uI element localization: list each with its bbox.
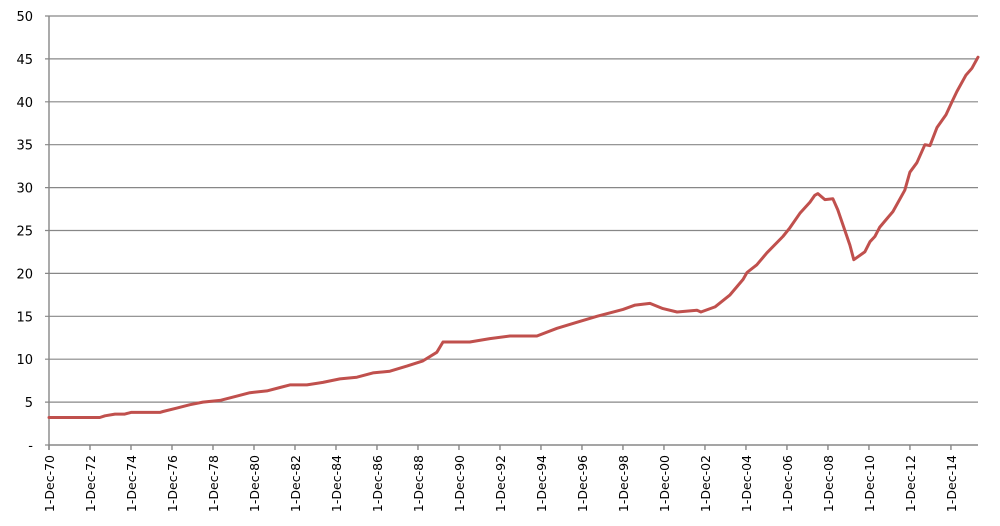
x-tick-label: 1-Dec-08 xyxy=(821,455,836,512)
y-tick-label: 45 xyxy=(16,53,33,68)
x-tick-label: 1-Dec-70 xyxy=(42,455,57,512)
x-axis-ticks xyxy=(48,445,952,450)
x-tick-label: 1-Dec-86 xyxy=(370,455,385,512)
x-tick-label: 1-Dec-06 xyxy=(780,455,795,512)
x-tick-label: 1-Dec-10 xyxy=(862,455,877,512)
x-tick-label: 1-Dec-72 xyxy=(83,455,98,512)
x-tick-label: 1-Dec-96 xyxy=(575,455,590,512)
x-tick-label: 1-Dec-88 xyxy=(411,455,426,512)
x-tick-label: 1-Dec-94 xyxy=(534,455,549,512)
x-tick-label: 1-Dec-12 xyxy=(903,455,918,512)
axes xyxy=(48,16,978,450)
y-tick-label: - xyxy=(28,439,33,454)
x-tick-label: 1-Dec-90 xyxy=(452,455,467,512)
x-tick-label: 1-Dec-78 xyxy=(206,455,221,512)
x-tick-label: 1-Dec-74 xyxy=(124,455,139,512)
x-tick-label: 1-Dec-76 xyxy=(165,455,180,512)
y-tick-label: 25 xyxy=(16,225,33,240)
x-tick-label: 1-Dec-84 xyxy=(329,455,344,512)
x-tick-label: 1-Dec-82 xyxy=(288,455,303,512)
x-tick-label: 1-Dec-02 xyxy=(698,455,713,512)
y-tick-label: 50 xyxy=(16,10,33,25)
x-tick-label: 1-Dec-80 xyxy=(247,455,262,512)
y-tick-label: 40 xyxy=(16,96,33,111)
x-axis-tick-labels: 1-Dec-70 1-Dec-72 1-Dec-74 1-Dec-76 1-Dec-78… xyxy=(42,455,959,512)
y-tick-label: 35 xyxy=(16,139,33,154)
x-tick-label: 1-Dec-00 xyxy=(657,455,672,512)
y-axis-tick-labels: - 5 10 15 20 25 30 35 40 45 50 xyxy=(16,10,33,454)
series-line xyxy=(47,55,980,419)
x-tick-label: 1-Dec-14 xyxy=(944,455,959,512)
gridlines xyxy=(45,15,978,446)
x-tick-label: 1-Dec-92 xyxy=(493,455,508,512)
series-layer xyxy=(47,55,980,419)
x-tick-label: 1-Dec-04 xyxy=(739,455,754,512)
x-tick-label: 1-Dec-98 xyxy=(616,455,631,512)
y-tick-label: 30 xyxy=(16,182,33,197)
y-tick-label: 15 xyxy=(16,310,33,325)
y-tick-label: 10 xyxy=(16,353,33,368)
y-tick-label: 20 xyxy=(16,267,33,282)
y-tick-label: 5 xyxy=(25,396,33,411)
